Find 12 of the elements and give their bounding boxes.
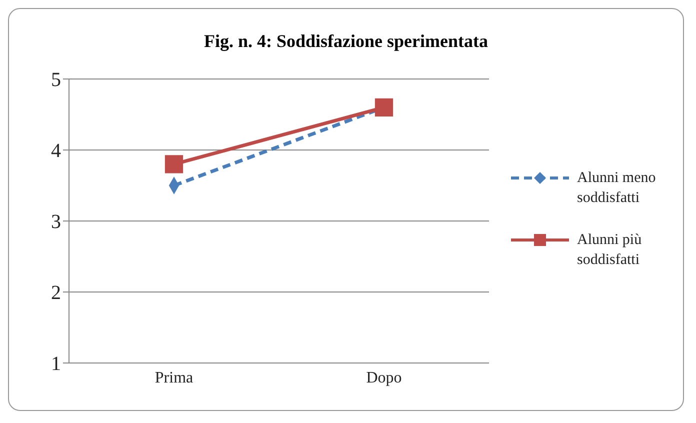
y-tick-label: 5 [51,69,61,92]
chart-title: Fig. n. 4: Soddisfazione sperimentata [202,31,489,53]
x-tick-label: Prima [154,369,194,386]
point [164,155,184,174]
point [374,98,394,116]
y-tick-label: 3 [51,211,61,234]
legend-label: Alunni meno soddisfatti [577,168,657,208]
y-tick-label: 4 [51,140,61,162]
x-tick-label: Dopo [366,369,402,386]
y-tick-label: 2 [51,282,61,304]
y-tick-label: 1 [51,353,61,376]
legend-label: Alunni più soddisfatti [577,230,643,270]
